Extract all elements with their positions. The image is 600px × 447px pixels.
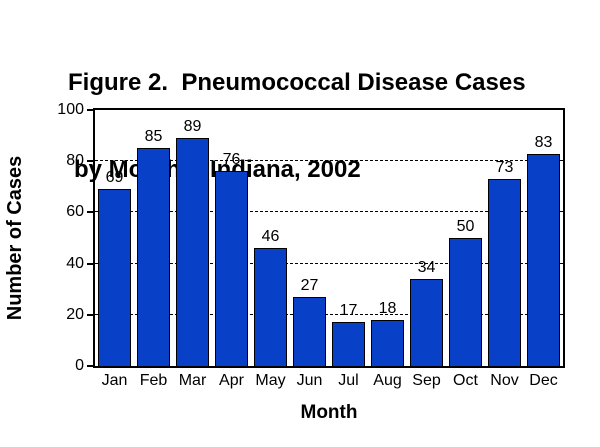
y-axis-tick-mark-20 [87,313,93,316]
bar-value-label-nov: 73 [495,159,514,176]
x-axis: Jan Feb Mar Apr May Jun Jul Aug Sep Oct Nov Dec [95,372,563,392]
y-axis-tick-mark-100 [87,109,93,111]
bar-value-label-dec: 83 [534,134,553,151]
y-axis-tick-mark-60 [87,211,93,214]
bar-value-label-aug: 18 [378,300,397,317]
gridline-60 [95,211,563,213]
bar-value-label-oct: 50 [456,218,475,235]
bar-value-label-feb: 85 [144,128,163,145]
bar-value-label-sep: 34 [417,259,436,276]
bar-value-label-jul: 17 [339,302,358,319]
bar-feb [137,148,170,366]
y-axis-tick-mark-80 [87,160,93,163]
bar-value-label-may: 46 [261,228,280,245]
y-axis-title: Number of Cases [4,155,26,321]
bar-value-label-mar: 89 [183,118,202,135]
bar-nov [488,179,521,366]
x-axis-label-sep: Sep [412,372,441,389]
bar-may [254,248,287,366]
gridline-80 [95,160,563,162]
y-axis-tick-label-80: 80 [66,152,84,170]
bar-jun [293,297,326,366]
x-axis-label-dec: Dec [529,372,558,389]
y-axis-tick-label-40: 40 [66,254,84,272]
gridline-20 [95,313,563,315]
bar-aug [371,320,404,366]
bar-sep [410,279,443,366]
y-axis-tick-label-100: 100 [57,101,84,118]
x-axis-label-jan: Jan [101,372,128,389]
bar-dec [527,154,560,366]
y-axis-tick-label-20: 20 [66,305,84,323]
bar-mar [176,138,209,366]
bar-jul [332,322,365,366]
x-axis-label-jul: Jul [338,372,359,389]
bar-oct [449,238,482,366]
bar-jan [98,189,131,366]
x-axis-label-may: May [255,372,286,389]
plot-area: 69 85 89 76 46 27 17 18 34 50 73 83 [93,108,565,368]
y-axis-tick-label-60: 60 [66,203,84,221]
bar-value-label-jan: 69 [105,169,124,186]
bar-value-label-jun: 27 [300,277,319,294]
x-axis-label-jun: Jun [296,372,323,389]
y-axis-tick-label-0: 0 [75,357,84,374]
gridline-40 [95,262,563,264]
bar-value-label-apr: 76 [222,151,241,168]
bar-apr [215,171,248,366]
x-axis-label-nov: Nov [490,372,519,389]
figure-title-line-1: Figure 2. Pneumococcal Disease Cases [68,69,526,96]
x-axis-label-aug: Aug [373,372,402,389]
x-axis-title: Month [300,402,358,423]
x-axis-label-feb: Feb [139,372,168,389]
x-axis-label-apr: Apr [219,372,244,389]
x-axis-label-oct: Oct [453,372,478,389]
y-axis-tick-mark-0 [87,365,93,367]
y-axis-tick-mark-40 [87,262,93,265]
x-axis-label-mar: Mar [178,372,207,389]
